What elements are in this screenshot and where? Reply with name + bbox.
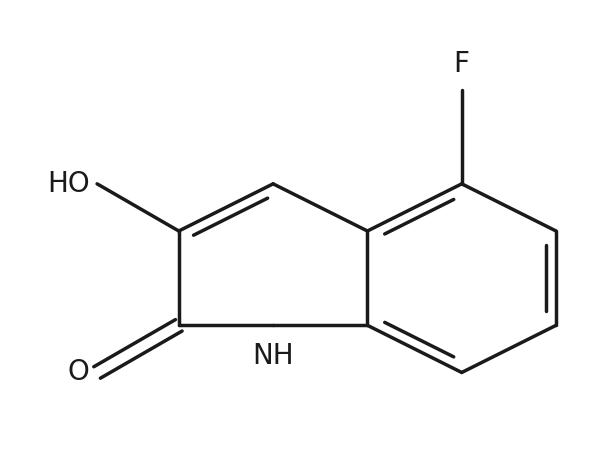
Text: F: F xyxy=(454,50,470,78)
Text: HO: HO xyxy=(47,170,90,198)
Text: NH: NH xyxy=(252,342,294,371)
Text: O: O xyxy=(68,359,90,387)
